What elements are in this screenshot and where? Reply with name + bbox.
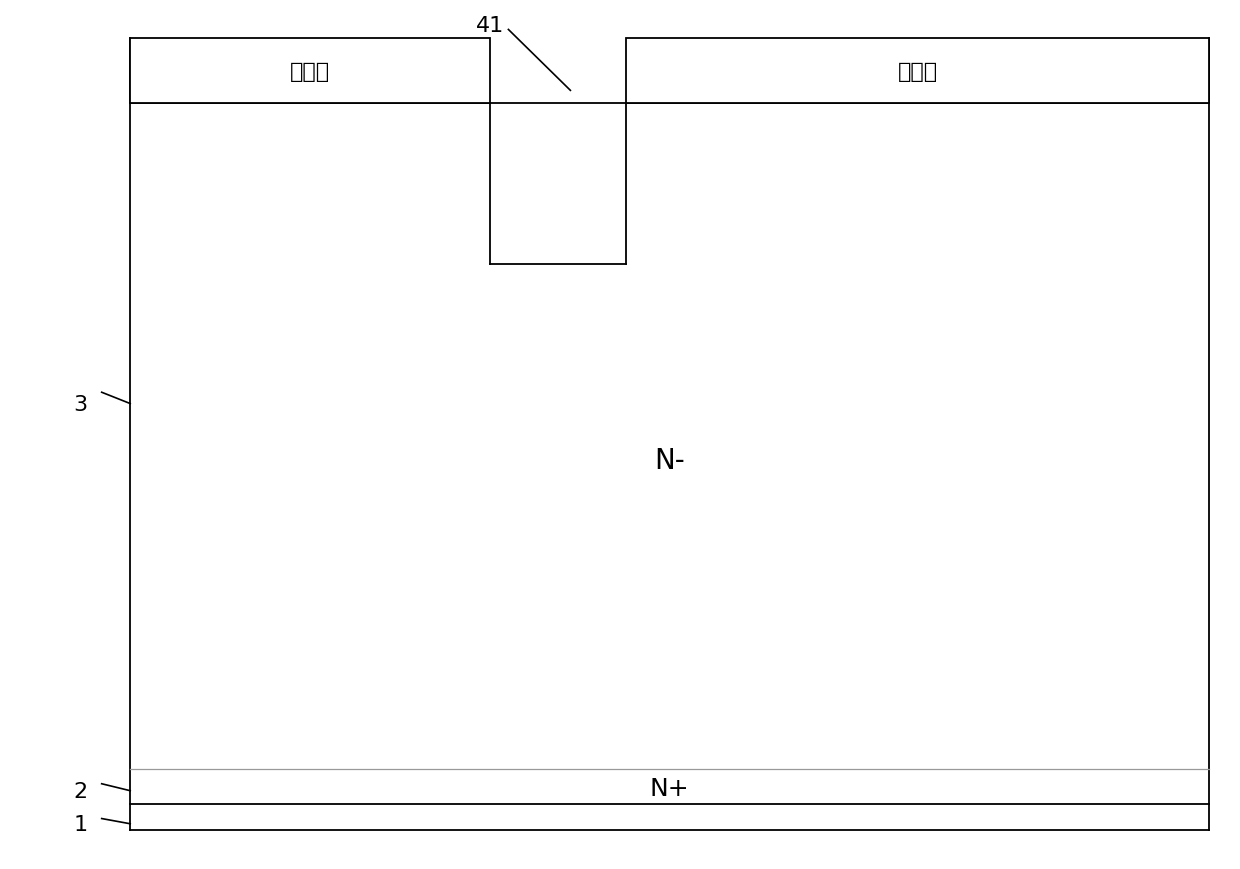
Text: 硬掩膜: 硬掩膜: [898, 62, 937, 82]
Bar: [490, 104, 626, 265]
Text: N+: N+: [650, 776, 689, 800]
Text: 硬掩膜: 硬掩膜: [290, 62, 330, 82]
Text: 3: 3: [73, 395, 88, 414]
Text: N-: N-: [655, 447, 684, 474]
Bar: [626, 39, 1209, 104]
Text: 1: 1: [73, 814, 88, 833]
Bar: [130, 39, 490, 104]
Text: 41: 41: [476, 17, 503, 36]
Text: 2: 2: [73, 781, 88, 800]
